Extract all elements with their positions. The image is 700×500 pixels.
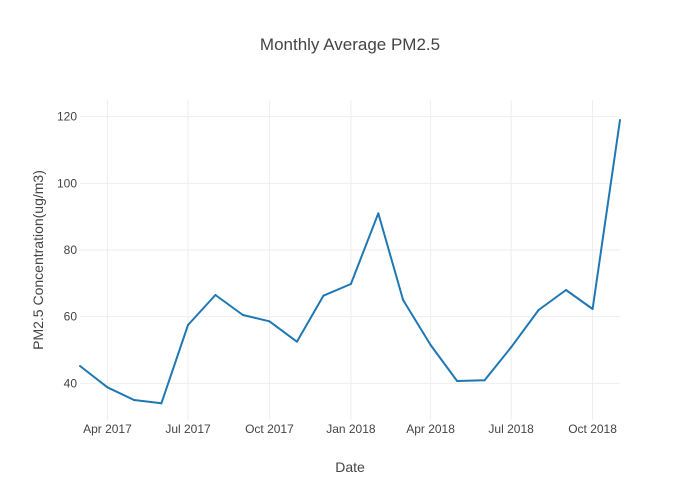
x-tick-label: Apr 2017 xyxy=(83,422,132,436)
data-point xyxy=(429,344,432,346)
y-tick-label: 40 xyxy=(64,376,78,390)
data-point xyxy=(214,294,217,296)
data-point xyxy=(537,309,540,311)
pm25-series-line xyxy=(79,119,621,405)
data-point xyxy=(106,386,109,389)
data-points xyxy=(79,119,621,405)
y-axis-title: PM2.5 Concentration(ug/m3) xyxy=(30,170,46,350)
data-point xyxy=(133,399,135,401)
data-point xyxy=(565,289,567,291)
x-tick-label: Jul 2018 xyxy=(488,422,534,436)
data-point xyxy=(402,299,405,301)
y-tick-label: 100 xyxy=(57,176,77,190)
data-point xyxy=(322,294,325,297)
grid xyxy=(80,100,620,420)
data-point xyxy=(349,283,352,285)
y-tick-label: 80 xyxy=(64,243,78,257)
data-point xyxy=(295,340,298,343)
x-tick-label: Oct 2018 xyxy=(568,422,617,436)
chart-title: Monthly Average PM2.5 xyxy=(260,35,440,54)
data-point xyxy=(510,346,513,349)
data-point xyxy=(187,324,189,326)
x-tick-label: Jan 2018 xyxy=(326,422,376,436)
x-tick-label: Oct 2017 xyxy=(245,422,294,436)
data-point xyxy=(241,314,244,316)
y-tick-label: 60 xyxy=(64,310,78,324)
data-point xyxy=(456,380,459,382)
data-point xyxy=(160,402,163,405)
x-axis-title: Date xyxy=(335,459,365,475)
data-point xyxy=(619,119,621,121)
y-axis-ticks: 40 60 80 100 120 xyxy=(57,110,77,391)
data-point xyxy=(483,379,486,382)
x-axis-ticks: Apr 2017 Jul 2017 Oct 2017 Jan 2018 Apr 2018… xyxy=(83,422,617,436)
data-point xyxy=(591,308,594,310)
data-point xyxy=(268,320,271,323)
data-point xyxy=(79,365,81,367)
y-tick-label: 120 xyxy=(57,110,77,124)
data-point xyxy=(377,212,380,215)
x-tick-label: Jul 2017 xyxy=(165,422,211,436)
x-tick-label: Apr 2018 xyxy=(406,422,455,436)
